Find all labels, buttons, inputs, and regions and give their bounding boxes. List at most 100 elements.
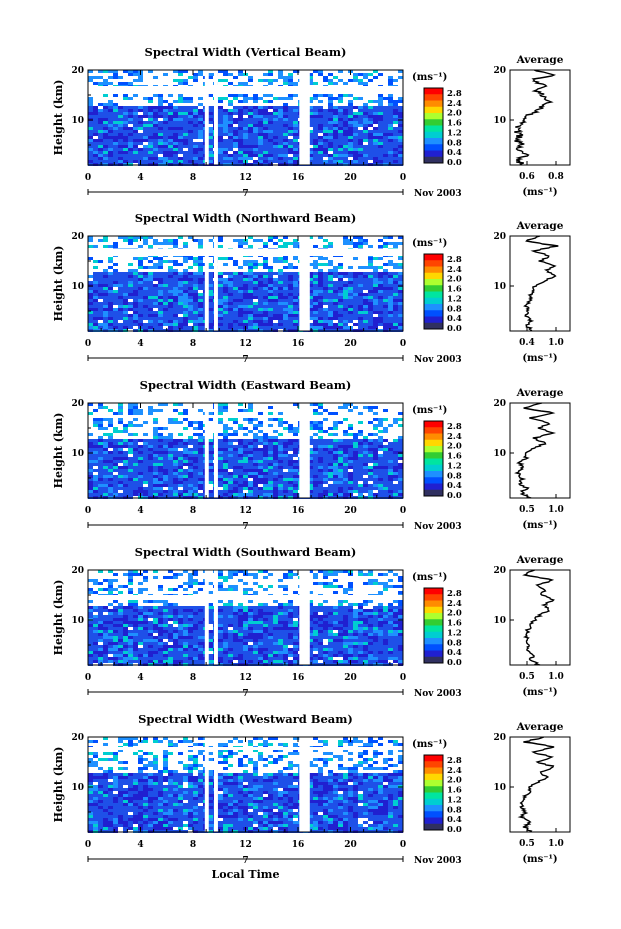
- colorbar-swatch: [424, 150, 443, 158]
- date-label: 7: [242, 856, 248, 866]
- upper-gap: [88, 248, 403, 256]
- data-gap: [204, 403, 209, 498]
- x-tick-label: 4: [137, 173, 143, 183]
- average-x-tick-label: 1.0: [548, 505, 564, 515]
- colorbar-swatch: [424, 272, 443, 280]
- data-gap: [204, 737, 209, 832]
- y-tick-label: 10: [71, 449, 84, 459]
- colorbar-swatch: [424, 156, 443, 164]
- colorbar-swatch: [424, 446, 443, 453]
- colorbar-frame: [423, 87, 444, 164]
- average-x-label: (ms⁻¹): [522, 687, 557, 698]
- average-y-tick-label: 20: [493, 566, 506, 576]
- colorbar-swatch: [424, 254, 443, 261]
- x-tick-label: 0: [85, 173, 91, 183]
- colorbar-swatch: [424, 477, 443, 484]
- colorbar-swatch: [424, 421, 443, 428]
- colorbar-swatch: [424, 600, 443, 608]
- colorbar-swatch: [424, 471, 443, 478]
- colorbar-tick-label: 0.8: [447, 304, 462, 314]
- average-x-tick-label: 0.5: [519, 505, 535, 515]
- colorbar-swatch: [424, 656, 443, 664]
- heatmap: [88, 403, 403, 499]
- average-y-tick-label: 10: [493, 282, 506, 292]
- colorbar-swatch: [424, 638, 443, 645]
- colorbar-swatch: [424, 755, 443, 762]
- y-tick-label: 10: [71, 116, 84, 126]
- data-gap: [299, 403, 310, 498]
- average-x-tick-label: 1.0: [548, 338, 564, 348]
- upper-gap: [88, 86, 403, 94]
- colorbar-tick-label: 0.0: [447, 324, 462, 334]
- x-tick-label: 20: [344, 173, 357, 183]
- colorbar-swatch: [424, 94, 443, 101]
- colorbar-swatch: [424, 650, 443, 658]
- y-tick-label: 20: [71, 566, 84, 576]
- data-gap: [214, 70, 218, 165]
- colorbar-swatch: [424, 427, 443, 434]
- colorbar-tick-label: 0.8: [447, 138, 462, 148]
- colorbar-swatch: [424, 131, 443, 139]
- average-profile-line: [514, 69, 557, 166]
- colorbar-swatch: [424, 316, 443, 324]
- data-gap: [214, 236, 218, 331]
- date-label: 7: [242, 355, 248, 365]
- colorbar-tick-label: 2.8: [447, 422, 462, 432]
- colorbar-swatch: [424, 767, 443, 775]
- x-tick-label: 8: [190, 506, 196, 516]
- average-y-tick-label: 20: [493, 66, 506, 76]
- colorbar-tick-label: 0.0: [447, 658, 462, 668]
- upper-gap: [88, 747, 403, 750]
- x-tick-label: 16: [292, 506, 305, 516]
- heatmap: [88, 570, 403, 666]
- colorbar-swatch: [424, 594, 443, 601]
- x-tick-label: 8: [190, 840, 196, 850]
- panel-1: Spectral Width (Northward Beam) 0 4 8 12 16 20…: [52, 211, 571, 365]
- x-tick-label: 12: [239, 339, 252, 349]
- data-gap: [299, 70, 310, 165]
- x-tick-label: 16: [292, 339, 305, 349]
- month-label: Nov 2003: [414, 189, 462, 199]
- colorbar-unit: (ms⁻¹): [412, 572, 447, 583]
- average-x-tick-label: 1.0: [548, 672, 564, 682]
- y-tick-label: 20: [71, 232, 84, 242]
- data-gap: [299, 570, 310, 665]
- colorbar-swatch: [424, 588, 443, 595]
- colorbar-tick-label: 0.0: [447, 158, 462, 168]
- colorbar-swatch: [424, 625, 443, 633]
- colorbar-tick-label: 0.8: [447, 471, 462, 481]
- colorbar-tick-label: 1.6: [447, 452, 462, 462]
- colorbar-tick-label: 1.6: [447, 119, 462, 129]
- x-tick-label: 8: [190, 339, 196, 349]
- y-axis-label: Height (km): [52, 580, 65, 656]
- average-frame: [509, 569, 571, 666]
- colorbar-swatch: [424, 606, 443, 614]
- average-title: Average: [516, 554, 564, 566]
- colorbar-unit: (ms⁻¹): [412, 739, 447, 750]
- colorbar-swatch: [424, 125, 443, 133]
- x-tick-label: 0: [400, 506, 406, 516]
- y-tick-label: 20: [71, 399, 84, 409]
- colorbar-tick-label: 2.8: [447, 756, 462, 766]
- colorbar-tick-label: 1.2: [447, 128, 462, 138]
- y-axis-label: Height (km): [52, 747, 65, 823]
- average-y-tick-label: 20: [493, 232, 506, 242]
- x-tick-label: 16: [292, 673, 305, 683]
- colorbar-swatch: [424, 817, 443, 825]
- colorbar-tick-label: 1.6: [447, 619, 462, 629]
- x-axis-label: Local Time: [212, 868, 280, 881]
- average-y-tick-label: 10: [493, 616, 506, 626]
- panel-4: Spectral Width (Westward Beam) 0 4 8 12 16 20 0…: [52, 712, 571, 881]
- colorbar-tick-label: 0.4: [447, 481, 462, 491]
- data-gap: [204, 570, 209, 665]
- y-tick-label: 10: [71, 783, 84, 793]
- x-tick-label: 0: [400, 339, 406, 349]
- colorbar-swatch: [424, 761, 443, 768]
- average-x-tick-label: 0.4: [519, 338, 535, 348]
- colorbar-tick-label: 2.4: [447, 99, 462, 109]
- colorbar-tick-label: 2.4: [447, 432, 462, 442]
- data-gap: [214, 737, 218, 832]
- x-tick-label: 8: [190, 173, 196, 183]
- average-x-label: (ms⁻¹): [522, 854, 557, 865]
- colorbar-unit: (ms⁻¹): [412, 405, 447, 416]
